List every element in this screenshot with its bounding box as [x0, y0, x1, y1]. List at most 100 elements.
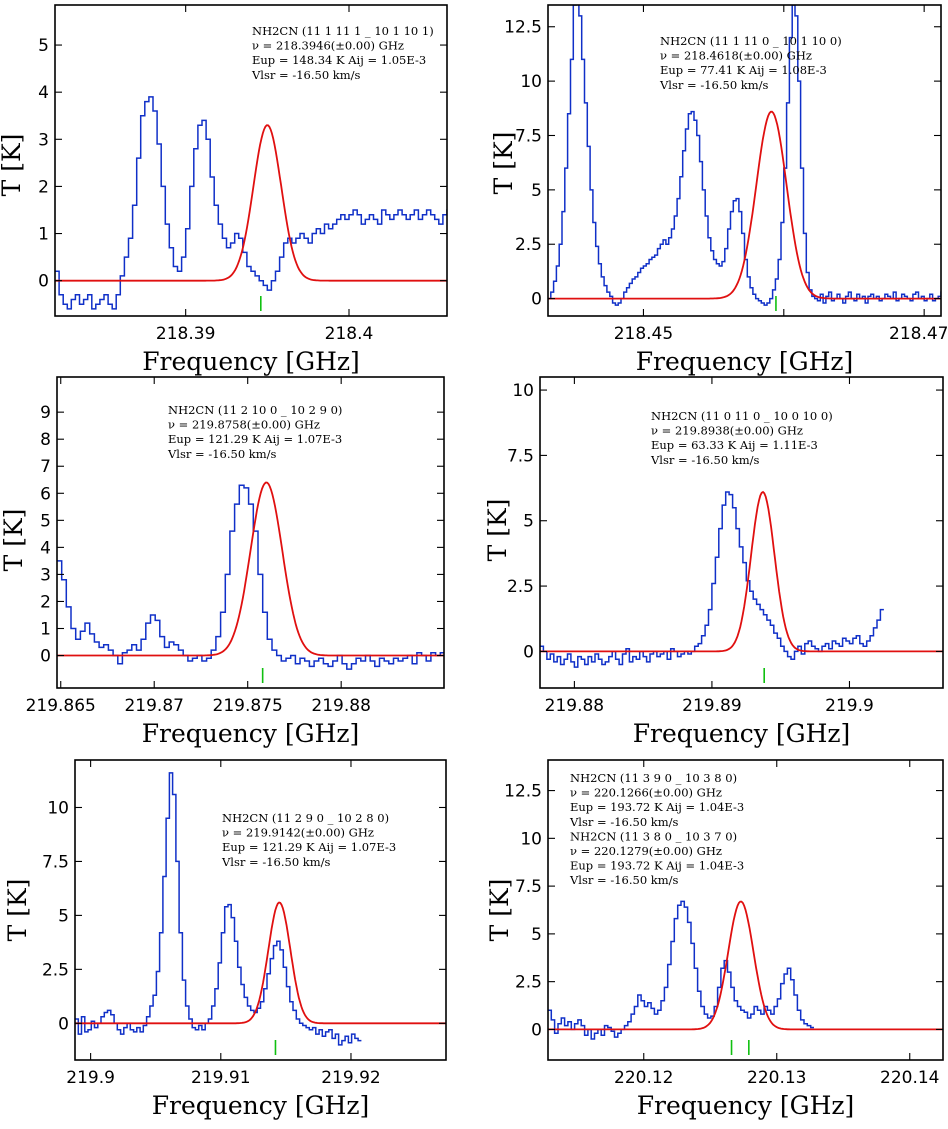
gaussian-fit-line: [75, 901, 446, 1025]
y-tick-label: 7.5: [515, 126, 542, 146]
x-tick-label: 219.91: [191, 1068, 250, 1088]
plot-frame: [56, 376, 445, 689]
y-tick-label: 7.5: [42, 852, 69, 872]
line-annotation-text: Eup = 63.33 K Aij = 1.11E-3: [651, 438, 818, 452]
y-tick-label: 0: [40, 647, 51, 667]
x-tick-label: 220.13: [747, 1068, 806, 1088]
y-tick-label: 12.5: [504, 18, 542, 38]
y-tick-label: 5: [531, 925, 542, 945]
line-annotation-text: Eup = 121.29 K Aij = 1.07E-3: [222, 840, 396, 854]
y-tick-label: 3: [38, 130, 49, 150]
x-axis-label: Frequency [GHz]: [152, 1091, 370, 1120]
line-annotation-text: Vlsr = -16.50 km/s: [650, 453, 760, 467]
observed-spectrum-line: [57, 484, 444, 670]
plot-frame: [54, 4, 448, 317]
gaussian-fit-line: [57, 481, 444, 657]
y-tick-label: 0: [38, 272, 49, 292]
x-tick-label: 218.475: [889, 324, 948, 344]
plot-frame: [547, 759, 944, 1061]
line-annotation-text: Vlsr = -16.50 km/s: [569, 815, 679, 829]
y-tick-label: 2.5: [507, 577, 534, 597]
y-axis-label: T [K]: [0, 134, 26, 197]
line-annotation-text: NH2CN (11 1 11 1 _ 10 1 10 1): [252, 24, 434, 38]
x-tick-label: 219.92: [321, 1068, 380, 1088]
observed-spectrum-line: [540, 491, 884, 668]
y-tick-label: 2.5: [515, 235, 542, 255]
line-annotation-text: Vlsr = -16.50 km/s: [221, 855, 331, 869]
line-annotation-text: NH2CN (11 1 11 0 _ 10 1 10 0): [660, 34, 842, 48]
spectrum-panel-1: 0 1 2 3 4 5 218.39 218.4 Frequency [GHz] T [K] NH2…: [0, 4, 448, 376]
y-tick-label: 6: [40, 484, 51, 504]
y-tick-label: 2.5: [515, 973, 542, 993]
spectrum-panel-6: 0 2.5 5 7.5 10 12.5 220.12 220.13 220.14 Frequenc…: [485, 759, 944, 1120]
x-axis-label: Frequency [GHz]: [636, 347, 854, 376]
y-tick-label: 2: [40, 592, 51, 612]
y-axis-label: T [K]: [0, 509, 28, 572]
y-tick-label: 5: [38, 36, 49, 56]
observed-spectrum-line: [75, 772, 362, 1046]
line-annotation-text: Vlsr = -16.50 km/s: [659, 78, 769, 92]
y-tick-label: 7.5: [515, 877, 542, 897]
y-tick-label: 1: [38, 225, 49, 245]
y-tick-label: 12.5: [504, 782, 542, 802]
x-tick-label: 219.87: [124, 696, 183, 716]
y-tick-label: 5: [58, 906, 69, 926]
x-tick-label: 219.865: [26, 696, 96, 716]
line-annotation-text: ν = 220.1279(±0.00) GHz: [570, 844, 722, 858]
line-annotation-text: ν = 220.1266(±0.00) GHz: [570, 786, 722, 800]
line-annotation-text: Eup = 193.72 K Aij = 1.04E-3: [570, 800, 744, 814]
plot-frame: [74, 759, 447, 1061]
line-annotation-text: Eup = 121.29 K Aij = 1.07E-3: [168, 432, 342, 446]
y-tick-label: 5: [523, 512, 534, 532]
line-annotation-text: NH2CN (11 2 9 0 _ 10 2 8 0): [222, 811, 389, 825]
y-axis-label: T [K]: [485, 879, 514, 942]
x-tick-label: 220.12: [614, 1068, 673, 1088]
x-axis-label: Frequency [GHz]: [637, 1091, 855, 1120]
observed-spectrum-line: [548, 5, 941, 306]
x-axis-label: Frequency [GHz]: [142, 347, 360, 376]
spectrum-panel-4: 0 2.5 5 7.5 10 219.88 219.89 219.9 Frequency [GH…: [483, 376, 944, 748]
y-tick-label: 4: [40, 538, 51, 558]
line-annotation-text: Eup = 77.41 K Aij = 1.08E-3: [660, 63, 827, 77]
y-tick-label: 5: [531, 181, 542, 201]
x-axis-label: Frequency [GHz]: [633, 719, 851, 748]
line-annotation-text: ν = 219.8758(±0.00) GHz: [168, 418, 320, 432]
y-tick-label: 10: [512, 381, 534, 401]
line-annotation-text: Eup = 148.34 K Aij = 1.05E-3: [252, 53, 426, 67]
y-tick-label: 5: [40, 511, 51, 531]
plot-frame: [539, 376, 944, 689]
y-tick-label: 2.5: [42, 960, 69, 980]
x-tick-label: 219.89: [682, 696, 741, 716]
line-annotation-text: NH2CN (11 2 10 0 _ 10 2 9 0): [168, 403, 342, 417]
x-tick-label: 219.875: [213, 696, 283, 716]
y-tick-label: 0: [523, 642, 534, 662]
x-tick-label: 219.9: [66, 1068, 115, 1088]
x-tick-label: 218.39: [156, 324, 215, 344]
y-tick-label: 3: [40, 565, 51, 585]
line-annotation-text: NH2CN (11 0 11 0 _ 10 0 10 0): [651, 409, 833, 423]
y-axis-label: T [K]: [3, 879, 32, 942]
spectrum-panel-5: 0 2.5 5 7.5 10 219.9 219.91 219.92 Frequency [GH…: [3, 759, 447, 1120]
line-annotation-text: Vlsr = -16.50 km/s: [167, 447, 277, 461]
spectrum-panel-3: 0 1 2 3 4 5 6 7 8 9 219.865 219.87 219.875 219.88 Freq…: [0, 376, 445, 748]
y-tick-label: 0: [58, 1014, 69, 1034]
gaussian-fit-line: [55, 124, 447, 282]
x-axis-label: Frequency [GHz]: [142, 719, 360, 748]
y-tick-label: 2: [38, 177, 49, 197]
gaussian-fit-line: [548, 900, 943, 1031]
line-annotation-text: Vlsr = -16.50 km/s: [251, 68, 361, 82]
line-annotation-text: Eup = 193.72 K Aij = 1.04E-3: [570, 859, 744, 873]
y-tick-label: 9: [40, 403, 51, 423]
y-tick-label: 1: [40, 620, 51, 640]
x-tick-label: 220.14: [880, 1068, 939, 1088]
line-annotation-text: ν = 219.9142(±0.00) GHz: [222, 826, 374, 840]
y-tick-label: 10: [520, 72, 542, 92]
x-tick-label: 219.88: [545, 696, 604, 716]
y-tick-label: 0: [531, 1020, 542, 1040]
line-annotation-text: ν = 218.3946(±0.00) GHz: [252, 39, 404, 53]
gaussian-fit-line: [540, 490, 943, 653]
y-tick-label: 8: [40, 430, 51, 450]
y-tick-label: 4: [38, 83, 49, 103]
x-tick-label: 219.9: [825, 696, 874, 716]
